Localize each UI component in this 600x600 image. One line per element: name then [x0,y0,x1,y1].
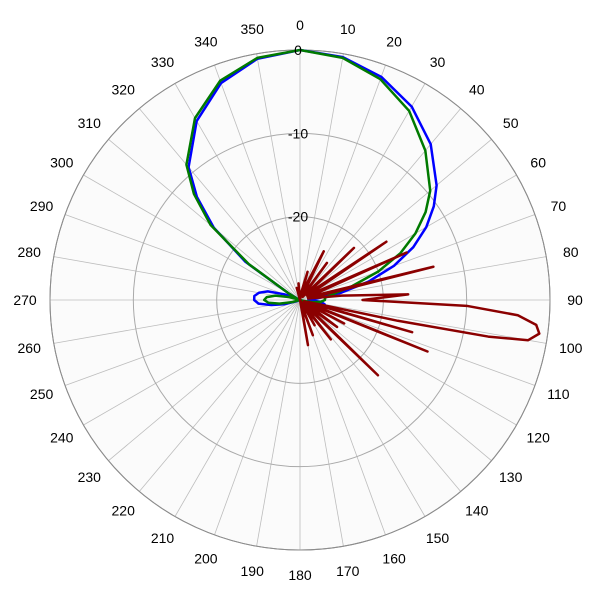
grid-spoke [138,108,301,301]
angle-tick-label: 130 [499,469,523,485]
angle-tick-label: 340 [194,34,218,50]
angle-tick-label: 170 [336,563,360,579]
grid-spoke [83,174,301,301]
angle-tick-label: 50 [503,115,519,131]
radial-tick-label: 0 [294,42,302,58]
grid-spoke [299,299,386,536]
radial-tick-label: -10 [288,125,308,141]
grid-spoke [299,108,462,301]
angle-tick-label: 140 [465,503,489,519]
series-line-3 [295,240,541,377]
angle-tick-label: 190 [241,563,265,579]
angle-tick-label: 180 [288,567,312,583]
angle-tick-label: 290 [30,198,54,214]
angle-tick-label: 110 [547,386,570,402]
grid-spoke [214,299,301,536]
angle-tick-label: 330 [151,54,175,70]
angle-tick-label: 320 [112,81,136,97]
series-group [185,48,541,377]
grid-spoke [299,299,492,462]
angle-tick-label: 30 [430,54,446,70]
grid-spoke [299,64,386,301]
grid-spoke [299,299,517,426]
angle-tick-label: 260 [18,340,42,356]
grid-spoke [64,214,301,301]
angle-tick-label: 10 [340,21,356,37]
angle-tick-label: 20 [386,34,402,50]
angle-tick-label: 60 [530,155,546,171]
radial-labels-group: 0 -10 -20 [288,42,308,225]
angle-tick-label: 160 [382,550,406,566]
angle-tick-label: 300 [50,155,74,171]
angle-tick-label: 150 [426,530,450,546]
grid-spoke [214,64,301,301]
grid-spoke [108,299,301,462]
angle-tick-label: 220 [112,503,136,519]
angle-tick-label: 350 [241,21,265,37]
grid-spoke [299,299,426,517]
grid-spoke [299,299,547,344]
angle-tick-label: 200 [194,550,218,566]
angle-tick-label: 230 [78,469,102,485]
grid-spoke [299,83,426,301]
grid-spoke [299,214,536,301]
angle-tick-label: 90 [567,292,583,308]
grid-spoke [256,53,301,301]
grid-spoke [174,299,301,517]
angle-tick-label: 210 [151,530,175,546]
angle-tick-label: 80 [563,244,579,260]
grid-spoke [299,138,492,301]
angle-tick-label: 250 [30,386,54,402]
grid-spoke [83,299,301,426]
angle-tick-label: 40 [469,81,485,97]
grid-spoke [299,174,517,301]
angle-tick-label: 0 [296,17,304,33]
angle-tick-label: 100 [559,340,583,356]
angle-labels-group: 0 10 20 30 40 50 60 70 80 90 100 110 120 130 140 150 160… [13,17,583,583]
grid-spoke [299,299,462,492]
grid-spoke [108,138,301,301]
grid-spoke [138,299,301,492]
grid-spoke [299,53,344,301]
grid-spoke [64,299,301,386]
angle-tick-label: 270 [13,292,37,308]
radial-tick-label: -20 [288,209,308,225]
angle-tick-label: 120 [527,430,551,446]
grid-spoke [53,299,301,344]
angle-tick-label: 280 [18,244,42,260]
grid-ring [132,132,468,468]
angle-tick-label: 240 [50,430,74,446]
angle-tick-label: 70 [551,198,567,214]
grid-spoke [256,299,301,547]
angle-tick-label: 310 [78,115,102,131]
